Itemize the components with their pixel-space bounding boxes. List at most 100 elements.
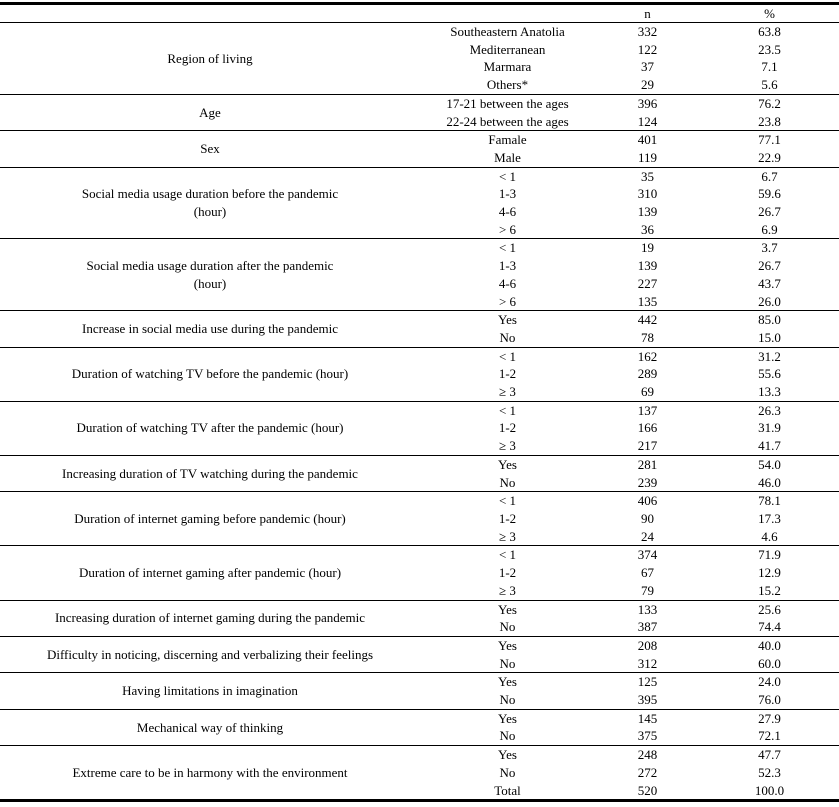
count-cell: 208 xyxy=(595,635,700,655)
category-cell: Increasing duration of internet gaming d… xyxy=(0,599,420,637)
count-cell: 310 xyxy=(637,186,658,202)
table-row: Age 17-21 between the ages 396 76.2 xyxy=(0,93,839,131)
header-percent: % xyxy=(700,3,839,23)
table-row: 1-3 310 59.6 xyxy=(0,185,839,203)
table-row: Mechanical way of thinking Yes 145 27.9 xyxy=(0,708,839,746)
subcategory-cell: Others* xyxy=(486,77,529,93)
table-row: > 6 135 26.0 xyxy=(0,293,839,311)
subcategory-cell: < 1 xyxy=(420,238,595,258)
table-row: 1-3 139 26.7 xyxy=(0,257,839,275)
count-cell: 375 xyxy=(637,728,658,744)
percent-cell: 85.0 xyxy=(700,310,839,329)
percent-cell: 22.9 xyxy=(758,149,781,165)
category-cell: Duration of watching TV after the pandem… xyxy=(0,400,420,456)
subcategory-cell: No xyxy=(499,728,516,744)
percent-cell: 100.0 xyxy=(754,782,785,798)
table-row: Having limitations in imagination Yes 125 2… xyxy=(0,672,839,710)
percent-cell: 6.7 xyxy=(700,166,839,186)
subcategory-cell: ≥ 3 xyxy=(499,384,516,400)
percent-cell: 12.9 xyxy=(758,565,781,581)
table-row: Increasing duration of TV watching durin… xyxy=(0,454,839,492)
table-row: Sex Famale 401 77.1 xyxy=(0,130,839,168)
header-subcategory-blank xyxy=(420,3,595,23)
count-cell: 272 xyxy=(637,764,658,780)
percent-cell: 47.7 xyxy=(700,745,839,764)
table-row: No 312 60.0 xyxy=(0,655,839,673)
category-cell: Increasing duration of TV watching durin… xyxy=(0,454,420,492)
subcategory-cell: < 1 xyxy=(420,166,595,186)
table-row: Social media usage duration after the pa… xyxy=(0,238,839,311)
subcategory-cell: Yes xyxy=(420,635,595,655)
table-row: No 239 46.0 xyxy=(0,474,839,492)
count-cell: 139 xyxy=(637,258,658,274)
count-cell: 145 xyxy=(595,708,700,728)
table-row: 1-2 166 31.9 xyxy=(0,419,839,437)
table-row: Others* 29 5.6 xyxy=(0,76,839,94)
subcategory-cell: Mediterranean xyxy=(469,41,546,57)
percent-cell: 77.1 xyxy=(700,130,839,149)
count-cell: 396 xyxy=(595,93,700,113)
percent-cell: 78.1 xyxy=(700,491,839,510)
count-cell: 139 xyxy=(637,204,658,220)
count-cell: 119 xyxy=(637,149,658,165)
percent-cell: 26.7 xyxy=(758,204,781,220)
table-body: Region of living Southeastern Anatolia 332… xyxy=(0,21,839,801)
subcategory-cell: 4-6 xyxy=(498,275,517,291)
count-cell: 248 xyxy=(595,745,700,764)
category-cell: Sex xyxy=(0,130,420,168)
count-cell: 67 xyxy=(641,565,654,581)
subcategory-cell: > 6 xyxy=(498,221,517,237)
table-row: 1-2 289 55.6 xyxy=(0,365,839,383)
category-cell: Social media usage duration after the pa… xyxy=(0,238,420,311)
percent-cell: 76.0 xyxy=(758,692,781,708)
table-row: Male 119 22.9 xyxy=(0,149,839,167)
category-cell: Extreme care to be in harmony with the e… xyxy=(0,745,420,801)
table-row: Increasing duration of internet gaming d… xyxy=(0,599,839,637)
table-row: 4-6 139 26.7 xyxy=(0,203,839,221)
subcategory-cell: 17-21 between the ages xyxy=(420,93,595,113)
percent-cell: 27.9 xyxy=(700,708,839,728)
percent-cell: 31.9 xyxy=(758,420,781,436)
table-row: Social media usage duration before the p… xyxy=(0,166,839,239)
subcategory-cell: < 1 xyxy=(420,400,595,420)
percent-cell: 5.6 xyxy=(761,77,778,93)
count-cell: 79 xyxy=(641,582,654,598)
count-cell: 37 xyxy=(641,59,654,75)
count-cell: 125 xyxy=(595,672,700,692)
count-cell: 217 xyxy=(637,438,658,454)
table-row: ≥ 3 217 41.7 xyxy=(0,437,839,455)
percent-cell: 26.3 xyxy=(700,400,839,420)
subcategory-cell: Yes xyxy=(420,745,595,764)
percent-cell: 63.8 xyxy=(700,21,839,41)
subcategory-cell: Yes xyxy=(420,708,595,728)
subcategory-cell: No xyxy=(499,329,516,345)
count-cell: 520 xyxy=(637,782,658,798)
subcategory-cell: Famale xyxy=(420,130,595,149)
percent-cell: 59.6 xyxy=(758,186,781,202)
table-row: Total 520 100.0 xyxy=(0,782,839,801)
count-cell: 24 xyxy=(641,528,654,544)
subcategory-cell: Total xyxy=(494,782,521,798)
subcategory-cell: No xyxy=(499,619,516,635)
count-cell: 69 xyxy=(641,384,654,400)
percent-cell: 25.6 xyxy=(700,599,839,619)
table-row: 1-2 67 12.9 xyxy=(0,564,839,582)
count-cell: 122 xyxy=(637,41,658,57)
header-n: n xyxy=(595,3,700,23)
count-cell: 19 xyxy=(595,238,700,258)
count-cell: 137 xyxy=(595,400,700,420)
table-row: Extreme care to be in harmony with the e… xyxy=(0,745,839,801)
count-cell: 166 xyxy=(637,420,658,436)
table-row: No 272 52.3 xyxy=(0,764,839,782)
percent-cell: 26.7 xyxy=(758,258,781,274)
percent-cell: 23.8 xyxy=(758,113,781,129)
table-row: Increase in social media use during the … xyxy=(0,310,839,348)
subcategory-cell: 22-24 between the ages xyxy=(446,113,569,129)
percent-cell: 3.7 xyxy=(700,238,839,258)
table-row: > 6 36 6.9 xyxy=(0,221,839,239)
subcategory-cell: Yes xyxy=(420,599,595,619)
subcategory-cell: Yes xyxy=(420,454,595,474)
percent-cell: 55.6 xyxy=(758,366,781,382)
subcategory-cell: < 1 xyxy=(420,545,595,565)
table-row: 22-24 between the ages 124 23.8 xyxy=(0,113,839,131)
